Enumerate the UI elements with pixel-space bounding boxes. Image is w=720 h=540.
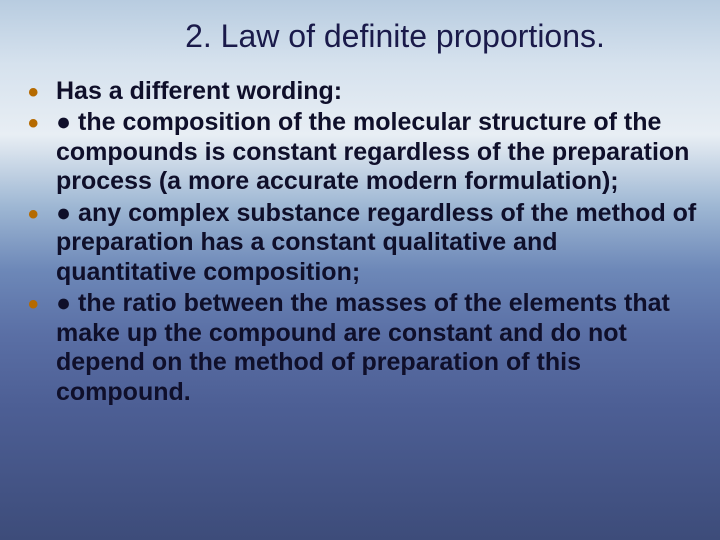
- slide: 2. Law of definite proportions. Has a di…: [0, 0, 720, 540]
- list-item: ● any complex substance regardless of th…: [24, 199, 700, 288]
- list-item: Has a different wording:: [24, 77, 700, 107]
- slide-title: 2. Law of definite proportions.: [90, 18, 700, 55]
- list-item: ● the composition of the molecular struc…: [24, 108, 700, 197]
- bullet-list: Has a different wording: ● the compositi…: [24, 77, 700, 408]
- list-item: ● the ratio between the masses of the el…: [24, 289, 700, 407]
